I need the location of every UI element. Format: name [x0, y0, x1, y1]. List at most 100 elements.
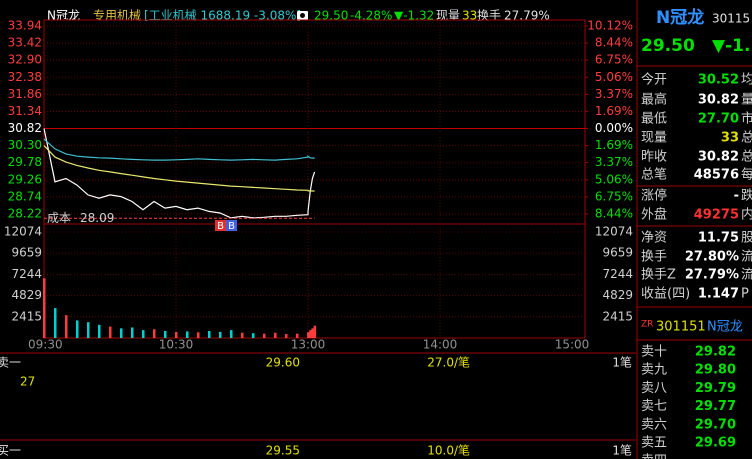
- volume-bar: [309, 330, 312, 338]
- stat-tail: 股: [741, 231, 752, 246]
- stat-label: 总笔: [641, 167, 667, 183]
- bid-label: 买一: [0, 444, 21, 458]
- y-tick-label: 28.74: [8, 189, 42, 203]
- stat-value: 49275: [694, 208, 739, 223]
- x-tick-label: 10:30: [159, 338, 194, 352]
- stat-label: 换手Z: [641, 268, 676, 283]
- volume-bar: [313, 325, 317, 338]
- x-tick-label: 15:00: [555, 338, 590, 352]
- stat-label: 最低: [641, 112, 667, 127]
- stat-tail: 内: [741, 207, 752, 223]
- volume-bar: [87, 322, 90, 338]
- stat-tail: 均: [741, 73, 752, 88]
- volume-bar: [296, 333, 299, 338]
- stat-tail: 流: [741, 250, 752, 265]
- volume-bar: [120, 328, 123, 338]
- y2-tick-label: 6.75%: [595, 53, 633, 67]
- volume-bar: [153, 329, 156, 338]
- volume-bar: [219, 331, 222, 338]
- camera-lens: [300, 13, 305, 18]
- stat-label: 现量: [641, 131, 667, 146]
- y2-tick-label: 8.44%: [595, 207, 633, 221]
- stock-line-name: N冠龙: [707, 320, 743, 335]
- stat-value: 30.52: [698, 73, 739, 88]
- stat-label: 换手: [641, 250, 667, 265]
- volume-bar: [311, 328, 314, 338]
- stat-tail: 每: [741, 167, 752, 183]
- panel-name: N冠龙: [656, 7, 704, 28]
- volume-bar: [142, 330, 145, 338]
- y-tick-label: 31.34: [8, 104, 42, 118]
- x-tick-label: 14:00: [423, 338, 458, 352]
- cost-label: 成本: [47, 211, 71, 225]
- price-line: [43, 145, 315, 192]
- stat-label: 今开: [641, 72, 667, 88]
- volume-bar: [230, 330, 233, 338]
- y2-tick-label: 5.06%: [595, 70, 633, 84]
- y2-tick-label: 9659: [602, 246, 633, 260]
- stat-tail: 量: [741, 93, 752, 108]
- panel-change: ▼-1.: [712, 36, 750, 56]
- y2-tick-label: 1.69%: [595, 138, 633, 152]
- y2-tick-label: 3.37%: [595, 155, 633, 169]
- stat-value: 1.147: [698, 287, 739, 302]
- ask-level-price: 29.70: [695, 417, 736, 432]
- volume-bar: [175, 331, 178, 338]
- y2-tick-label: 8.44%: [595, 36, 633, 50]
- volume-bar: [252, 333, 255, 338]
- y2-tick-label: 10.12%: [587, 19, 633, 33]
- stat-value: 27.79%: [685, 268, 739, 283]
- stock-tag: ZR: [641, 320, 653, 330]
- panel-price: 29.50: [641, 36, 695, 56]
- buy-mark-label: B: [217, 221, 224, 232]
- stat-tail: 市: [741, 111, 752, 127]
- volume-bar: [241, 332, 244, 338]
- volume-bar: [208, 330, 211, 338]
- y-tick-label: 32.90: [8, 53, 42, 67]
- header-turnover-label: 换手: [477, 9, 501, 23]
- x-tick-label: 09:30: [28, 338, 63, 352]
- y2-tick-label: 1.69%: [595, 104, 633, 118]
- y2-tick-label: 0.00%: [595, 121, 633, 135]
- y-tick-label: 9659: [11, 246, 42, 260]
- stat-tail: 总: [741, 150, 752, 165]
- stat-tail: 跌: [741, 188, 752, 204]
- bid-price: 29.55: [266, 444, 300, 458]
- stat-value: 11.75: [698, 231, 739, 246]
- y2-tick-label: 4829: [602, 288, 633, 302]
- cost-value: 28.09: [80, 211, 114, 225]
- ask-level-price: 29.77: [695, 399, 736, 414]
- ask-price: 29.60: [266, 356, 300, 370]
- volume-bar: [131, 327, 134, 338]
- header-change-pct: -4.28%: [350, 9, 392, 23]
- ask-level-price: 29.79: [695, 381, 736, 396]
- y-tick-label: 33.42: [8, 36, 42, 50]
- y-tick-label: 33.94: [8, 19, 42, 33]
- ask-level-label: 卖九: [641, 363, 667, 378]
- y-tick-label: 4829: [11, 288, 42, 302]
- ask-label: 卖一: [0, 356, 21, 370]
- x-tick-label: 13:00: [291, 338, 326, 352]
- volume-bar: [307, 332, 310, 338]
- buy-mark: [226, 220, 237, 231]
- panel-code: 30115: [712, 12, 750, 26]
- y2-tick-label: 12074: [595, 225, 633, 239]
- stat-tail: 总: [741, 131, 752, 146]
- stat-tail: 流: [741, 268, 752, 283]
- volume-bar: [76, 320, 79, 338]
- stat-value: 48576: [694, 168, 739, 183]
- volume-bar: [43, 278, 46, 338]
- stat-label: 净资: [641, 231, 667, 246]
- stat-label: 昨收: [641, 150, 667, 165]
- ask-level-label: 卖七: [641, 399, 667, 414]
- header-price: 29.50: [314, 9, 348, 23]
- ask-volume: 27.0/笔: [427, 355, 470, 370]
- volume-bar: [197, 332, 200, 338]
- stat-value: 27.70: [698, 112, 739, 127]
- y-tick-label: 12074: [4, 225, 42, 239]
- ask-level-price: 29.80: [695, 363, 736, 378]
- ask-level-price: 29.69: [695, 436, 736, 451]
- ask-level-label: 卖十: [641, 345, 667, 360]
- y-tick-label: 28.22: [8, 207, 42, 221]
